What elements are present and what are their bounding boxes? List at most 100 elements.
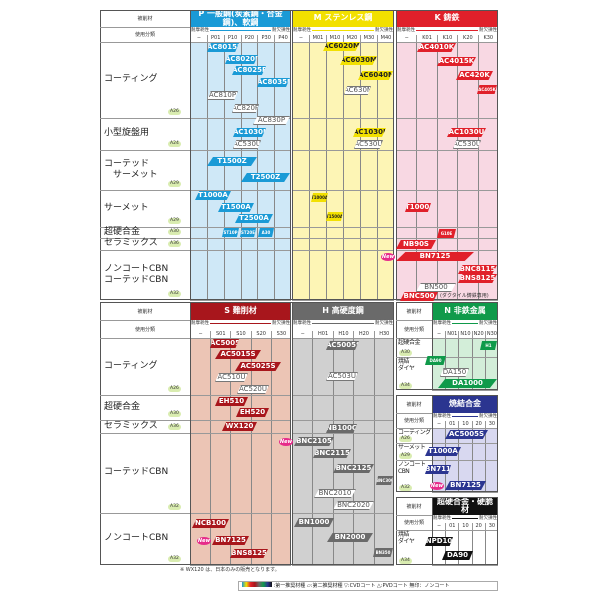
grade-chip[interactable]: AC405K <box>477 85 497 94</box>
row-divider <box>100 338 190 339</box>
grade-chip[interactable]: AC520U <box>237 385 269 394</box>
grade-chip[interactable]: AC6030M <box>340 56 377 65</box>
grade-chip[interactable]: AC4015K <box>437 57 476 66</box>
grade-chip[interactable]: AC510U <box>215 373 248 382</box>
grade-chip[interactable]: WX120 <box>222 422 257 431</box>
arrow-left-label: 耐摩耗性 <box>433 321 451 326</box>
panel-title-S: S 難削材 <box>190 302 291 320</box>
grade-chip[interactable]: DA90 <box>425 356 446 365</box>
grade-chip[interactable]: BNC2105 <box>294 437 334 446</box>
grade-chip[interactable]: NCB100 <box>192 519 229 528</box>
grade-chip[interactable]: AC8025P <box>232 66 266 75</box>
grade-chip[interactable]: BNS8125 <box>230 549 268 558</box>
arrow-right-label: 耐欠損性 <box>375 28 393 33</box>
grade-chip[interactable]: T1000A <box>311 193 328 202</box>
grade-chip[interactable]: AC420K <box>456 71 493 80</box>
grade-chip[interactable]: AC530U <box>233 140 261 149</box>
grade-chip[interactable]: ST20E <box>240 228 256 237</box>
grade-chip[interactable]: BN7125 <box>212 536 249 545</box>
panel-title-H: H 高硬度鋼 <box>292 302 394 320</box>
grade-chip[interactable]: BNC2125 <box>333 464 374 473</box>
row-divider <box>396 250 498 251</box>
grade-chip[interactable]: AC5005S <box>210 339 239 348</box>
grade-chip[interactable]: AC5025S <box>235 362 281 371</box>
grade-chip[interactable]: AC6020M <box>323 42 360 51</box>
panel-border <box>432 395 498 492</box>
panel-title-sinter: 焼結合金 <box>432 395 498 413</box>
grade-chip[interactable]: T2500Z <box>241 173 290 182</box>
grade-chip[interactable]: AC8035P <box>257 78 290 87</box>
grade-chip[interactable]: AC1030U <box>353 128 386 137</box>
grade-chip[interactable]: BN7125 <box>396 252 474 261</box>
arrow-left-label: 耐摩耗性 <box>293 28 311 33</box>
grade-chip[interactable]: AC5015S <box>215 350 261 359</box>
grade-chip[interactable]: BNC300 <box>376 476 393 485</box>
row-divider <box>292 118 394 119</box>
grade-chip[interactable]: AC830P <box>253 116 290 125</box>
grade-chip[interactable]: T1000A <box>425 447 461 456</box>
grade-chip[interactable]: EH510 <box>215 397 248 406</box>
class-code: S10 <box>230 331 251 338</box>
grade-chip[interactable]: H1 <box>480 341 497 350</box>
grade-chip[interactable]: T2500A <box>235 214 273 223</box>
grade-chip[interactable]: EH520 <box>236 408 269 417</box>
grade-chip[interactable]: AC503U <box>326 372 358 381</box>
grade-chip[interactable]: BN7125 <box>445 481 486 490</box>
grade-chip[interactable]: AC530U <box>354 140 383 149</box>
grade-chip[interactable]: AC5005S <box>326 341 359 350</box>
grade-chip[interactable]: A30 <box>258 228 274 237</box>
grade-chip[interactable]: BNC500 <box>400 292 438 301</box>
grade-chip[interactable]: T1500A <box>326 212 343 221</box>
grade-chip[interactable]: BNC2020 <box>333 501 374 510</box>
grid-line <box>436 42 438 300</box>
legend-second: 第二推奨材種 <box>312 583 343 589</box>
grade-chip[interactable]: NB90S <box>396 240 436 249</box>
arrow-icon <box>452 323 478 324</box>
grade-chip[interactable]: DA150 <box>440 368 469 377</box>
row-divider <box>396 460 432 461</box>
grade-chip[interactable]: G10E <box>437 229 456 238</box>
grade-chip[interactable]: BN1000 <box>294 518 334 527</box>
grade-chip[interactable]: BN7115 <box>425 465 451 474</box>
grade-chip[interactable]: BN350 <box>373 548 393 557</box>
grade-chip[interactable]: ST10P <box>222 228 239 237</box>
row-label: 超硬合金 <box>104 401 141 412</box>
grade-chip[interactable]: BN2000 <box>327 533 373 542</box>
grade-chip[interactable]: NB100C <box>326 424 357 433</box>
grade-chip[interactable]: BNC8115 <box>458 265 497 274</box>
new-badge: New <box>430 481 444 490</box>
grade-chip[interactable]: BN500 <box>416 283 456 292</box>
grade-chip[interactable]: AC1030U <box>233 128 266 137</box>
grade-chip[interactable]: BNC2115 <box>313 449 351 458</box>
panel-title-K: K 鋳鉄 <box>396 10 498 27</box>
grade-chip[interactable]: T1500Z <box>207 157 257 166</box>
grid-line <box>257 42 259 300</box>
arrow-left-label: 耐摩耗性 <box>397 28 415 33</box>
grade-chip[interactable]: DA90 <box>442 551 473 560</box>
grade-chip[interactable]: AC5005S <box>445 430 488 439</box>
panel-title-carbide: 超硬合金・硬脆材 <box>432 497 498 515</box>
class-code: M01 <box>309 35 326 42</box>
grade-chip[interactable]: T1000A <box>195 191 231 200</box>
grade-chip[interactable]: AC8020P <box>225 55 258 64</box>
grade-chip[interactable]: T1000A <box>405 203 431 212</box>
grade-chip[interactable]: AC8015P <box>207 43 239 52</box>
grade-chip[interactable]: T1500A <box>218 203 254 212</box>
grade-chip[interactable]: AC810P <box>207 91 238 100</box>
material-label: 被削材 <box>137 308 153 315</box>
row-divider <box>396 150 498 151</box>
grade-chip[interactable]: AC820P <box>232 104 259 113</box>
grid-line <box>445 338 447 390</box>
grade-chip[interactable]: BNC2010 <box>314 489 356 498</box>
grade-chip[interactable]: BNS8125 <box>458 274 497 283</box>
grade-chip[interactable]: AC6040M <box>358 71 393 80</box>
class-label: 使用分類 <box>403 418 424 424</box>
grade-chip[interactable]: AC530U <box>453 140 481 149</box>
grade-chip[interactable]: DA1000 <box>438 379 497 388</box>
grade-chip[interactable]: AC1030U <box>447 128 486 137</box>
grade-chip[interactable]: AC4010K <box>417 43 456 52</box>
grade-chip[interactable]: NPD10 <box>425 537 453 546</box>
page-ref-badge: A36 <box>168 241 181 247</box>
page-ref-badge: A26 <box>399 436 412 442</box>
grade-chip[interactable]: AC630M <box>344 86 371 95</box>
